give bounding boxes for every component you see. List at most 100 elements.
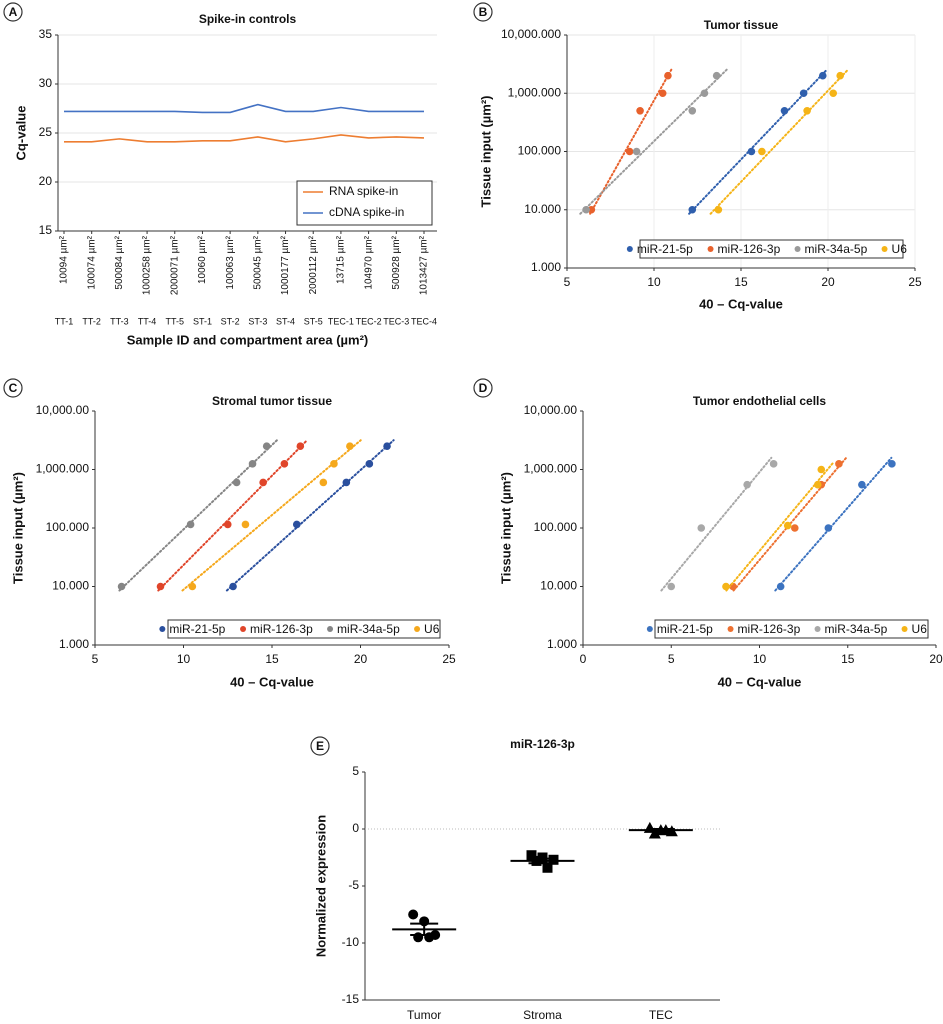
x-tick-label: TEC-3	[383, 316, 409, 326]
y-axis-label: Normalized expression	[313, 815, 328, 957]
point	[648, 827, 661, 839]
x-tick-area: 13715 µm²	[336, 235, 347, 284]
point	[658, 89, 667, 98]
series-line	[64, 134, 425, 143]
x-tick-label: 15	[734, 275, 748, 289]
point	[836, 71, 844, 80]
point	[365, 460, 374, 468]
x-tick-area: 1000258 µm²	[142, 235, 153, 295]
panel-badge	[3, 2, 23, 22]
legend-label: U6	[424, 622, 440, 636]
point	[688, 205, 697, 214]
panel-letter: D	[479, 381, 488, 395]
error-bar	[410, 922, 439, 937]
y-tick-label: 10,000.00	[524, 403, 578, 417]
y-tick-label: 15	[39, 223, 53, 237]
point	[424, 932, 435, 943]
point	[582, 205, 590, 214]
legend-label: miR-126-3p	[718, 242, 781, 256]
point	[383, 442, 391, 451]
point	[248, 460, 257, 468]
legend-swatch	[727, 626, 734, 632]
legend-label: miR-21-5p	[169, 622, 225, 636]
y-axis-label: Cq-value	[13, 106, 28, 161]
point	[783, 521, 792, 530]
chart-title: Tumor tissue	[704, 18, 779, 32]
legend-swatch	[881, 246, 888, 252]
legend-box	[639, 239, 904, 259]
point	[667, 582, 676, 591]
y-axis-label: Tissue input (µm²)	[478, 96, 493, 208]
x-tick-label: ST-4	[276, 316, 295, 326]
point	[803, 106, 811, 115]
panel-badge	[473, 378, 493, 398]
point	[722, 582, 730, 591]
point	[548, 854, 559, 865]
x-tick-label: 10	[647, 275, 661, 289]
point	[791, 524, 799, 532]
y-tick-label: 20	[39, 174, 53, 188]
y-tick-label: 1,000.000	[36, 462, 90, 476]
fit-line	[709, 68, 849, 215]
legend-label: miR-126-3p	[738, 622, 801, 636]
point	[743, 480, 751, 489]
x-tick-label: Stroma	[523, 1008, 562, 1022]
y-tick-label: -5	[348, 878, 359, 892]
y-tick-label: 1,000.000	[508, 85, 562, 99]
y-axis-label: Tissue input (µm²)	[498, 472, 513, 584]
point	[188, 582, 197, 591]
x-tick-area: 1013427 µm²	[419, 235, 430, 295]
legend-label: miR-21-5p	[637, 242, 693, 256]
x-tick-label: ST-3	[248, 316, 267, 326]
x-tick-area: 500045 µm²	[252, 235, 263, 289]
point	[700, 89, 709, 98]
point	[408, 909, 419, 920]
x-tick-label: 25	[442, 652, 456, 666]
panel-letter: B	[479, 5, 488, 19]
fit-line	[660, 456, 773, 592]
x-tick-area: 10094 µm²	[59, 235, 70, 284]
legend-label: miR-34a-5p	[825, 622, 888, 636]
chart-title: miR-126-3p	[510, 737, 575, 751]
point	[537, 852, 548, 863]
series-line	[64, 103, 424, 114]
point	[697, 524, 706, 532]
point	[747, 147, 756, 156]
x-axis-label: Sample ID and compartment area (µm²)	[127, 332, 369, 347]
legend-swatch	[901, 626, 908, 632]
point	[229, 582, 237, 591]
legend-label: miR-21-5p	[657, 622, 713, 636]
legend-swatch	[240, 626, 247, 632]
point	[813, 480, 822, 489]
legend-swatch	[646, 626, 653, 632]
y-tick-label: 10.000	[540, 579, 577, 593]
point	[829, 89, 838, 98]
point	[280, 460, 289, 468]
legend-label: RNA spike-in	[329, 184, 398, 198]
fit-line	[589, 68, 673, 215]
x-tick-label: 20	[929, 652, 943, 666]
point	[587, 205, 596, 214]
point	[346, 442, 354, 451]
y-tick-label: 10.000	[52, 579, 89, 593]
point	[818, 71, 827, 80]
panel-letter: A	[9, 5, 18, 19]
legend-label: miR-34a-5p	[337, 622, 400, 636]
point	[664, 71, 672, 80]
point	[413, 932, 424, 943]
error-bar	[646, 828, 675, 833]
point	[342, 478, 351, 487]
chart-title: Stromal tumor tissue	[212, 394, 332, 408]
point	[319, 478, 328, 487]
x-tick-label: TT-2	[82, 316, 101, 326]
legend-swatch	[794, 246, 801, 252]
fit-line	[774, 456, 893, 592]
x-tick-label: ST-2	[221, 316, 240, 326]
x-tick-label: TEC-1	[328, 316, 354, 326]
y-tick-label: 1.000	[59, 637, 89, 651]
x-tick-label: TEC-4	[411, 316, 437, 326]
y-tick-label: 10.000	[524, 202, 561, 216]
point	[776, 582, 785, 591]
y-tick-label: -10	[342, 935, 360, 949]
x-tick-area: 1000177 µm²	[280, 235, 291, 295]
